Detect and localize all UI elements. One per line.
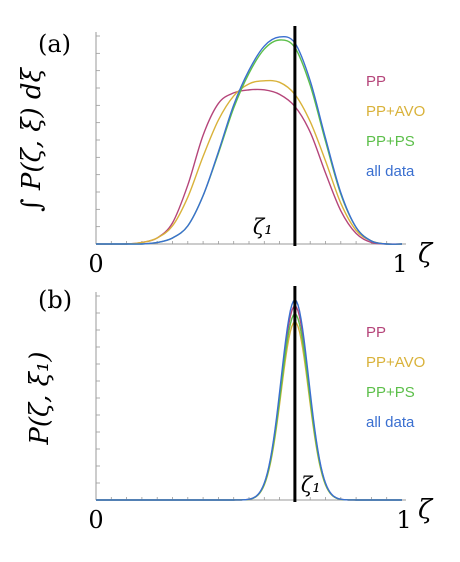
x-tick-label-0: 0: [88, 250, 103, 278]
series-line-all-data: [96, 35, 403, 245]
legend-entry: all data: [366, 163, 415, 180]
reference-line-label: ζ₁: [301, 473, 321, 497]
series-line-pp: [96, 305, 402, 501]
series-line-pp-avo: [95, 79, 403, 245]
y-axis-label: P(ζ, ξ₁): [25, 351, 55, 445]
x-tick-label-0: 0: [88, 506, 103, 534]
legend-entry: PP+PS: [366, 133, 415, 150]
legend-entry: PP: [366, 73, 386, 90]
panel-label: (b): [38, 286, 72, 314]
legend-entry: PP+PS: [366, 384, 415, 401]
x-axis-label: ζ: [418, 495, 434, 525]
x-tick-label-1: 1: [392, 250, 407, 278]
x-tick-label-1: 1: [396, 506, 411, 534]
legend-entry: PP+AVO: [366, 103, 425, 120]
series-line-pp: [95, 88, 403, 245]
legend-entry: all data: [366, 414, 415, 431]
panel-label: (a): [38, 30, 71, 58]
series-line-pp-avo: [96, 321, 402, 501]
legend-entry: PP+AVO: [366, 354, 425, 371]
series-line-all-data: [96, 299, 402, 501]
y-axis-label: ∫ P(ζ, ξ) dξ: [17, 66, 47, 211]
series-line-pp-ps: [96, 313, 402, 501]
x-axis-label: ζ: [418, 239, 434, 269]
legend-entry: PP: [366, 324, 386, 341]
reference-line-label: ζ₁: [253, 215, 273, 239]
